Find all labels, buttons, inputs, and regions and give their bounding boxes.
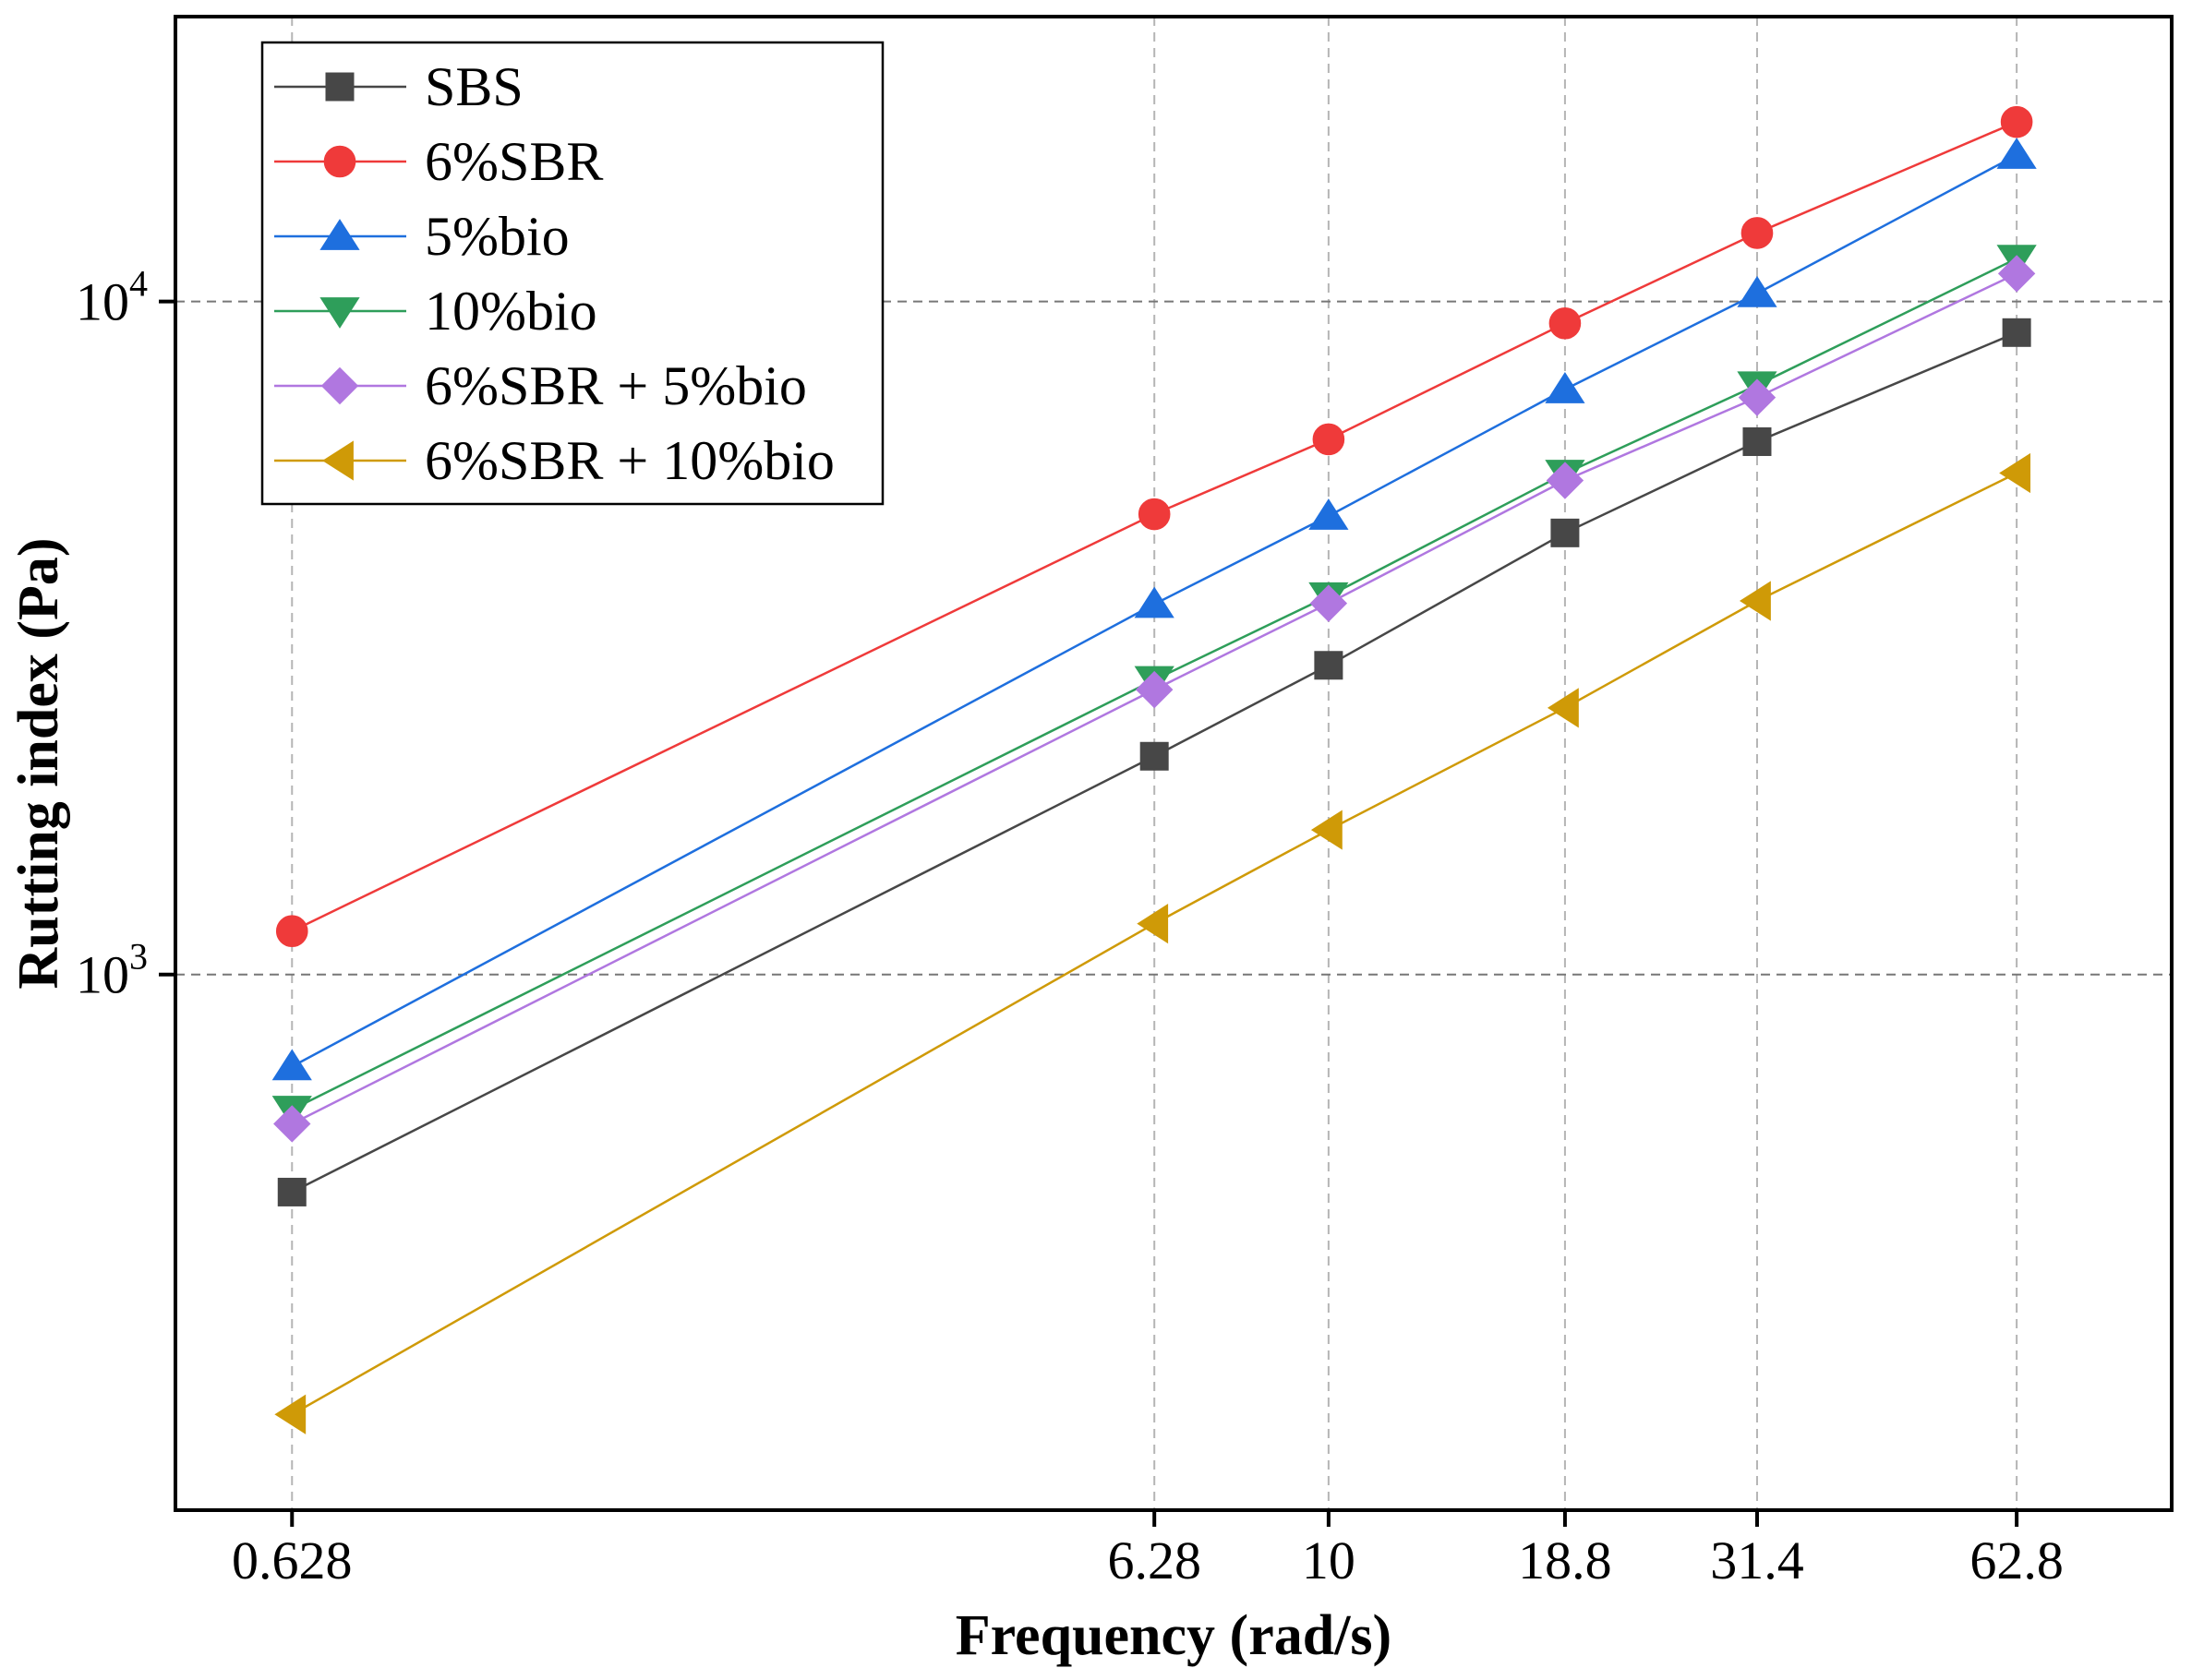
data-point <box>1996 138 2037 169</box>
x-tick-label: 18.8 <box>1518 1530 1612 1590</box>
data-point <box>2000 105 2033 138</box>
data-point <box>1545 372 1585 403</box>
legend-item: SBS <box>274 56 524 117</box>
series-6-sbr <box>275 105 2033 948</box>
x-tick-label: 10 <box>1302 1530 1355 1590</box>
legend-label: 10%bio <box>425 281 597 342</box>
series-line <box>291 120 2017 932</box>
legend-marker <box>319 219 360 250</box>
legend-marker <box>322 440 354 481</box>
series-6-sbr-5-bio <box>273 255 2036 1143</box>
data-point <box>1312 423 1345 456</box>
legend-box <box>260 41 885 506</box>
legend-marker <box>319 297 360 329</box>
legend-label: SBS <box>425 56 524 117</box>
legend-item: 6%SBR + 5%bio <box>274 355 807 416</box>
legend-item: 5%bio <box>274 206 570 267</box>
data-point <box>271 1049 312 1081</box>
y-axis-title: Rutting index (Pa) <box>7 537 70 989</box>
series-6-sbr-10-bio <box>274 452 2031 1434</box>
data-point <box>1737 275 1777 307</box>
series-sbs <box>277 318 2031 1206</box>
data-point <box>1138 498 1171 531</box>
legend-item: 10%bio <box>274 281 597 342</box>
axis-ticks <box>159 299 2019 1527</box>
legend-item: 6%SBR + 10%bio <box>274 430 835 491</box>
legend-marker <box>323 145 356 178</box>
legend-label: 5%bio <box>425 206 570 267</box>
data-point <box>274 1394 307 1434</box>
data-point <box>1742 426 1772 456</box>
series-5-bio <box>271 138 2037 1081</box>
data-point <box>1309 584 1348 622</box>
series-line <box>291 257 2017 1111</box>
data-point <box>1137 904 1169 944</box>
x-tick-label: 6.28 <box>1107 1530 1201 1590</box>
y-tick-labels: 103 104 <box>76 263 148 1005</box>
legend-marker <box>325 72 355 102</box>
plot-frame <box>174 15 2174 1512</box>
data-point <box>1550 518 1580 547</box>
data-point <box>1999 452 2031 494</box>
data-point <box>2002 318 2031 347</box>
data-point <box>1546 462 1584 499</box>
legend: SBS 6%SBR 5%bio 10%bio 6%SBR + 5%bio 6%SBR + … <box>260 41 885 506</box>
legend-label: 6%SBR + 10%bio <box>425 430 835 491</box>
data-point <box>1310 810 1343 850</box>
data-point <box>277 1177 307 1206</box>
data-point <box>1135 670 1174 709</box>
data-point <box>1547 688 1579 728</box>
data-point <box>1134 586 1174 618</box>
y-tick-label: 103 <box>76 936 148 1005</box>
legend-label: 6%SBR + 5%bio <box>425 355 807 416</box>
series-group <box>271 105 2037 1434</box>
data-point <box>1314 651 1343 680</box>
data-point <box>1139 741 1169 771</box>
legend-item: 6%SBR <box>274 131 603 192</box>
x-tick-label: 0.628 <box>232 1530 353 1590</box>
y-tick-label: 104 <box>76 263 148 332</box>
data-point <box>275 915 308 948</box>
data-point <box>1738 378 1776 416</box>
series-line <box>291 272 2017 1125</box>
x-tick-label: 31.4 <box>1710 1530 1804 1590</box>
x-tick-labels: 0.628 6.28 10 18.8 31.4 62.8 <box>232 1530 2064 1590</box>
x-tick-label: 62.8 <box>1969 1530 2064 1590</box>
data-point <box>1740 581 1771 621</box>
x-axis-title: Frequency (rad/s) <box>956 1604 1391 1667</box>
series-line <box>291 331 2017 1194</box>
series-line <box>291 153 2017 1068</box>
data-point <box>1740 217 1774 249</box>
data-point <box>273 1105 311 1143</box>
data-point <box>1997 255 2036 293</box>
legend-marker <box>320 366 359 405</box>
legend-entries: SBS 6%SBR 5%bio 10%bio 6%SBR + 5%bio 6%SBR + … <box>274 56 835 491</box>
data-point <box>1308 498 1349 530</box>
legend-label: 6%SBR <box>425 131 603 192</box>
data-point <box>1548 306 1582 340</box>
series-line <box>291 472 2017 1416</box>
